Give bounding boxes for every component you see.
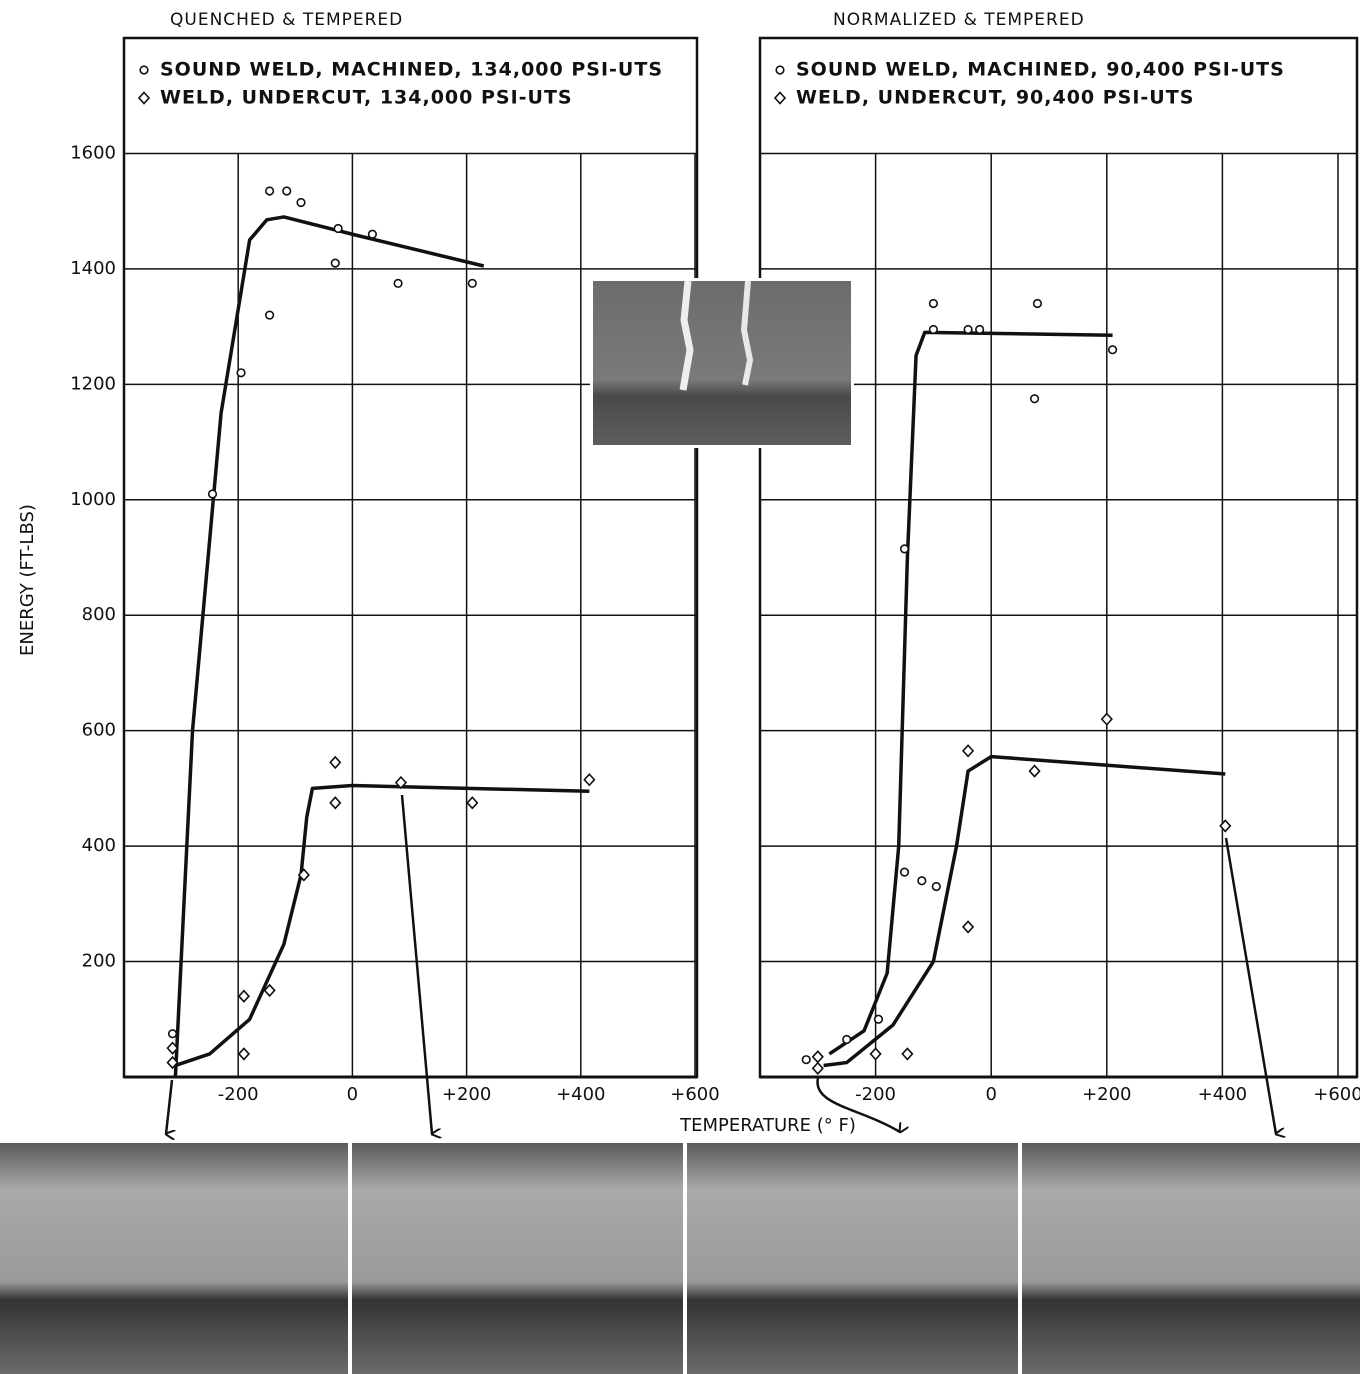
x-tick-label: 0 [985, 1084, 996, 1105]
data-point [873, 1014, 884, 1024]
data-point [842, 1034, 852, 1045]
y-axis-label: ENERGY (FT-LBS) [17, 504, 38, 656]
x-tick-label: -200 [855, 1084, 896, 1105]
x-tick-label: +200 [1082, 1084, 1131, 1105]
data-point [1032, 298, 1043, 309]
data-point [1029, 394, 1040, 404]
data-point [961, 920, 975, 934]
data-point [931, 881, 941, 892]
data-point [207, 489, 218, 499]
fit-curve [173, 215, 485, 1078]
data-point [282, 186, 292, 196]
y-tick-label: 800 [82, 604, 116, 625]
data-point [928, 324, 939, 335]
x-tick-label: +400 [1198, 1084, 1247, 1105]
data-point [1100, 712, 1113, 726]
fit-curve [828, 330, 1113, 1056]
data-point [237, 1047, 250, 1061]
data-point [963, 324, 973, 335]
legend-label: SOUND WELD, MACHINED, 134,000 PSI-UTS [160, 59, 663, 81]
data-point [297, 868, 310, 882]
data-point [265, 186, 275, 196]
data-point [263, 983, 276, 998]
data-point [367, 229, 377, 239]
data-point [236, 368, 246, 378]
y-tick-label: 600 [82, 720, 116, 741]
legend-marker [139, 65, 149, 75]
data-point [394, 775, 408, 790]
legend-marker [773, 91, 787, 105]
data-point [917, 876, 927, 886]
arrows [166, 794, 1276, 1134]
data-point [961, 744, 975, 758]
data-point [467, 278, 477, 288]
y-tick-label: 1200 [70, 373, 116, 394]
data-point [329, 796, 342, 810]
data-point [237, 989, 250, 1003]
data-point [928, 298, 939, 309]
data-point [811, 1050, 824, 1064]
legend-label: SOUND WELD, MACHINED, 90,400 PSI-UTS [796, 59, 1285, 81]
legend-marker [775, 65, 785, 75]
data-point [333, 223, 343, 234]
charts: QUENCHED & TEMPERED 200 400 600 800 1000 1200 1… [17, 10, 1360, 1136]
data-point [869, 1047, 882, 1061]
x-tick-label: +600 [1313, 1084, 1360, 1105]
plot-frame [758, 36, 1359, 1079]
legend-marker [137, 91, 151, 105]
data-point [1028, 764, 1041, 778]
legend-label: WELD, UNDERCUT, 90,400 PSI-UTS [796, 87, 1194, 109]
x-tick-label: +400 [556, 1084, 605, 1105]
fit-curve [823, 754, 1226, 1068]
data-point [330, 258, 340, 268]
data-point [265, 310, 275, 320]
x-tick-label: -200 [218, 1084, 259, 1105]
inset-photo [590, 278, 854, 448]
y-tick-label: 1600 [70, 142, 116, 163]
data-point [901, 1047, 914, 1061]
x-tick-label: 0 [347, 1084, 358, 1105]
plot-frame [122, 36, 699, 1079]
legend-label: WELD, UNDERCUT, 134,000 PSI-UTS [160, 87, 573, 109]
fracture-photos [0, 1143, 1360, 1374]
data-point [1219, 819, 1232, 833]
data-point [167, 1029, 178, 1039]
y-tick-label: 1400 [70, 258, 116, 279]
x-axis-label: TEMPERATURE (° F) [679, 1115, 856, 1136]
data-point [583, 773, 596, 787]
data-point [899, 544, 910, 554]
data-point [166, 1055, 179, 1070]
data-point [393, 278, 403, 288]
data-point [975, 324, 985, 335]
data-point [1107, 345, 1118, 355]
chart-title: QUENCHED & TEMPERED [170, 10, 403, 30]
chart-title: NORMALIZED & TEMPERED [833, 10, 1085, 30]
x-tick-label: +200 [442, 1084, 491, 1105]
data-point [166, 1041, 179, 1055]
y-tick-label: 400 [82, 835, 116, 856]
y-tick-label: 1000 [70, 489, 116, 510]
data-point [899, 867, 910, 877]
data-point [296, 197, 306, 208]
data-point [329, 755, 342, 770]
x-tick-label: +600 [670, 1084, 719, 1105]
data-point [811, 1061, 824, 1076]
data-point [801, 1055, 811, 1065]
data-point [466, 796, 479, 810]
y-tick-label: 200 [82, 951, 116, 972]
